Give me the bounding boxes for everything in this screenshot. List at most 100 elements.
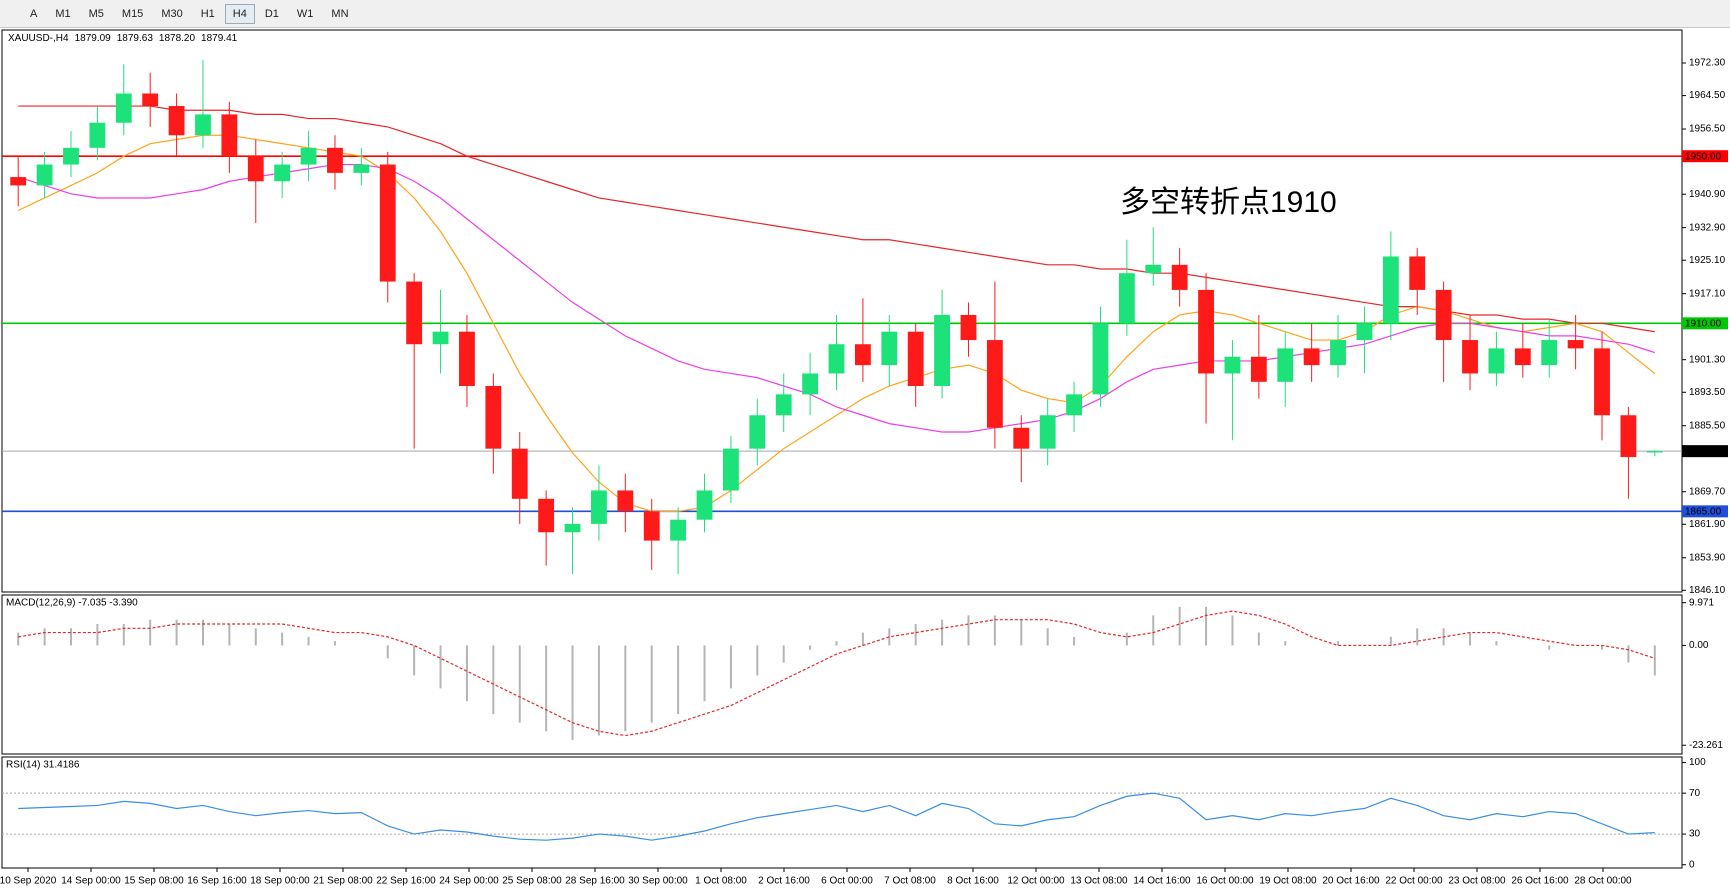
x-tick-label: 14 Oct 16:00 <box>1133 876 1191 887</box>
candle-body <box>881 331 898 366</box>
y-tick-label: 1917.10 <box>1689 288 1726 299</box>
macd-panel <box>1 594 1683 755</box>
y-tick-label: 1940.90 <box>1689 189 1726 200</box>
y-tick-label: 30 <box>1689 829 1701 840</box>
x-tick-label: 22 Sep 16:00 <box>376 876 436 887</box>
y-tick-label: 1853.90 <box>1689 552 1726 563</box>
toolbar-button[interactable]: M15 <box>121 7 144 20</box>
y-tick-label: 9.971 <box>1689 597 1714 608</box>
y-tick-label: 1893.50 <box>1689 387 1726 398</box>
candle-body <box>854 344 871 366</box>
x-tick-label: 1 Oct 08:00 <box>695 876 747 887</box>
candle-body <box>432 331 449 345</box>
candle-body <box>1594 348 1610 416</box>
x-tick-label: 2 Oct 16:00 <box>758 876 810 887</box>
candle-body <box>617 490 634 512</box>
x-tick-label: 23 Oct 08:00 <box>1448 876 1506 887</box>
candle-body <box>1250 356 1267 382</box>
candle-body <box>1646 451 1663 453</box>
x-tick-label: 24 Sep 00:00 <box>439 876 499 887</box>
level-label-box <box>1682 150 1728 163</box>
candle-body <box>274 164 291 182</box>
level-label: 1865.00 <box>1685 506 1722 517</box>
toolbar-button[interactable]: M1 <box>55 7 71 20</box>
level-label-box <box>1682 445 1728 458</box>
y-tick-label: 1901.30 <box>1689 354 1726 365</box>
y-tick-label: 70 <box>1689 788 1701 799</box>
symbol: XAUUSD-,H4 <box>8 33 69 44</box>
x-tick-label: 22 Oct 00:00 <box>1385 876 1443 887</box>
candle-body <box>1514 348 1531 366</box>
candle-body <box>511 448 528 499</box>
toolbar: A M1 M5 M15 M30 H1 H4 D1 W1 MN <box>0 0 1730 28</box>
candle-body <box>1330 340 1346 366</box>
x-tick-label: 16 Oct 00:00 <box>1196 876 1254 887</box>
toolbar-button[interactable]: M30 <box>161 7 183 20</box>
x-tick-label: 6 Oct 00:00 <box>821 876 873 887</box>
y-tick-label: 100 <box>1689 757 1706 768</box>
y-tick-label: 1925.10 <box>1689 255 1726 266</box>
candle-body <box>1567 340 1584 349</box>
toolbar-button[interactable]: MN <box>331 7 349 20</box>
x-tick-label: 19 Oct 08:00 <box>1259 876 1317 887</box>
candle-body <box>1118 273 1135 324</box>
y-tick-label: 0.00 <box>1689 640 1709 651</box>
level-label-box <box>1682 505 1728 518</box>
candle-body <box>1066 394 1082 416</box>
candle-body <box>221 114 238 157</box>
y-tick-label: 1932.90 <box>1689 222 1726 233</box>
x-tick-label: 26 Oct 16:00 <box>1511 876 1569 887</box>
candle-body <box>564 523 581 533</box>
candle-body <box>538 498 555 533</box>
candle-body <box>195 114 211 136</box>
x-tick-label: 8 Oct 16:00 <box>947 876 999 887</box>
toolbar-button[interactable]: A <box>30 7 38 20</box>
rsi-line <box>18 792 1655 841</box>
candle-body <box>775 394 792 416</box>
rsi-panel <box>1 756 1683 869</box>
candle-body <box>1224 356 1241 374</box>
candle-body <box>696 490 713 520</box>
y-tick-label: 1869.70 <box>1689 486 1726 497</box>
candle-body <box>115 93 132 123</box>
candle-body <box>1620 415 1637 458</box>
x-tick-label: 10 Sep 2020 <box>0 876 57 887</box>
candle-body <box>802 373 819 395</box>
candle-body <box>10 177 27 186</box>
header-value: 1879.41 <box>201 33 238 44</box>
moving-average <box>18 163 1655 433</box>
x-tick-label: 13 Oct 08:00 <box>1070 876 1128 887</box>
toolbar-button[interactable]: D1 <box>264 7 279 20</box>
candle-body <box>1462 340 1478 374</box>
candle-body <box>1145 264 1162 274</box>
candle-body <box>828 344 845 374</box>
x-tick-label: 30 Sep 00:00 <box>628 876 688 887</box>
header-value: 1878.20 <box>159 33 196 44</box>
x-tick-label: 12 Oct 00:00 <box>1007 876 1065 887</box>
chart-header: XAUUSD-,H4 1879.09 1879.63 1878.20 1879.41 <box>8 33 238 44</box>
y-tick-label: 1861.90 <box>1689 519 1726 530</box>
level-label: 1910.00 <box>1685 318 1722 329</box>
toolbar-button[interactable]: H1 <box>200 7 215 20</box>
candle-body <box>1277 348 1294 382</box>
candle-body <box>934 314 951 387</box>
x-tick-label: 28 Sep 16:00 <box>565 876 625 887</box>
y-tick-label: 0 <box>1689 859 1695 870</box>
candle-body <box>1382 256 1399 324</box>
toolbar-button[interactable]: M5 <box>88 7 104 20</box>
moving-average <box>18 105 1655 333</box>
header-value: 1879.09 <box>75 33 112 44</box>
candle-body <box>300 147 317 165</box>
candle-body <box>327 147 343 173</box>
panel-title: RSI(14) 31.4186 <box>6 760 80 771</box>
x-tick-label: 15 Sep 08:00 <box>124 876 184 887</box>
y-tick-label: 1972.30 <box>1689 58 1726 69</box>
candle-body <box>89 122 106 148</box>
y-tick-label: 1956.50 <box>1689 124 1726 135</box>
toolbar-button[interactable]: W1 <box>296 7 314 20</box>
candle-body <box>591 490 607 524</box>
candle-body <box>1356 323 1373 341</box>
candle-body <box>1409 256 1426 290</box>
toolbar-button[interactable]: H4 <box>224 3 255 24</box>
